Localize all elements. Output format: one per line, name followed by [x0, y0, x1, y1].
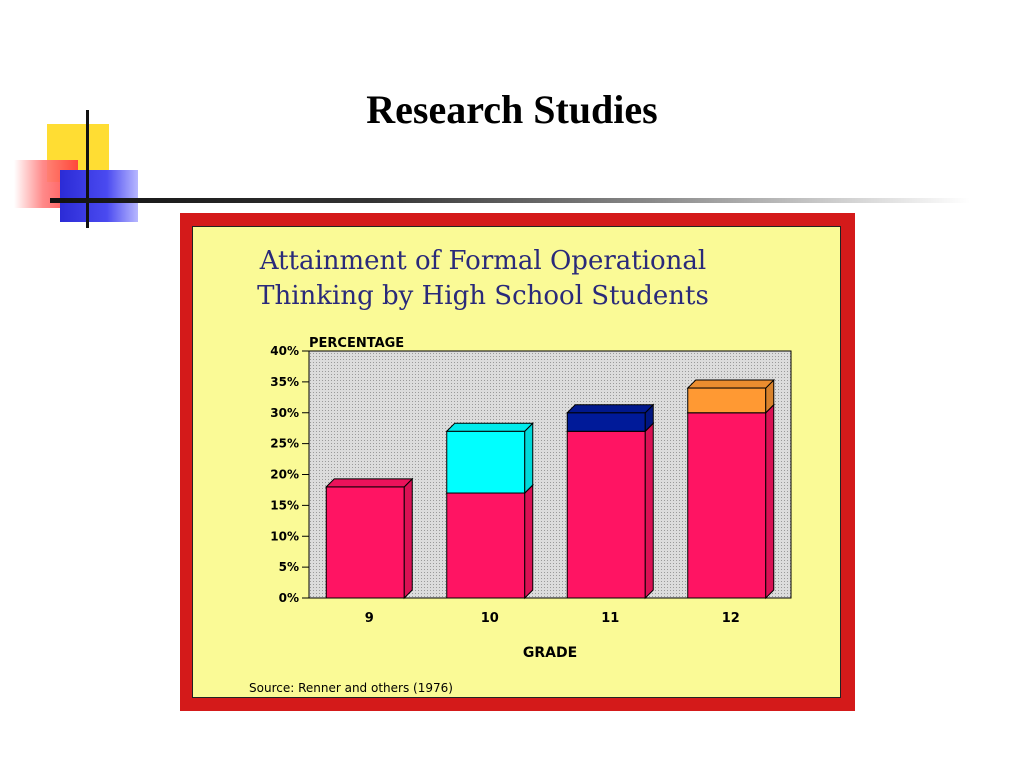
bar-12-top	[686, 379, 775, 389]
x-tick-label: 12	[722, 611, 740, 626]
bar-11-side	[644, 422, 654, 600]
decor-vertical-line	[86, 110, 89, 228]
bar-12-segment	[687, 387, 767, 414]
y-tick-label: 20%	[270, 468, 299, 482]
bar-chart: Attainment of Formal Operational Thinkin…	[249, 246, 792, 695]
y-tick-label: 15%	[270, 498, 299, 512]
x-tick-label: 11	[601, 611, 619, 626]
decor-blue-square	[60, 170, 138, 222]
bar-10-top	[445, 422, 534, 432]
slide-title: Research Studies	[366, 87, 658, 132]
bar-10-side	[524, 483, 534, 600]
chart-source: Source: Renner and others (1976)	[249, 681, 453, 695]
x-tick-label: 10	[481, 611, 499, 626]
bar-10-side	[524, 422, 534, 495]
chart-title-line-1: Attainment of Formal Operational	[259, 246, 707, 276]
title-underline	[50, 198, 970, 203]
y-tick-label: 10%	[270, 529, 299, 543]
y-axis-label: PERCENTAGE	[309, 336, 404, 351]
bar-10-segment	[446, 492, 526, 599]
bar-9-segment	[325, 486, 405, 599]
y-tick-label: 35%	[270, 375, 299, 389]
bar-12-side	[765, 403, 775, 600]
x-tick-label: 9	[365, 611, 374, 626]
y-tick-label: 25%	[270, 437, 299, 451]
y-tick-label: 30%	[270, 406, 299, 420]
bar-11-segment	[566, 412, 646, 432]
y-tick-label: 40%	[270, 344, 299, 358]
chart-title-line-2: Thinking by High School Students	[257, 281, 709, 311]
bar-11-segment	[566, 430, 646, 599]
chart-panel: Attainment of Formal Operational Thinkin…	[192, 226, 841, 698]
bar-9-top	[325, 478, 414, 488]
bar-11-top	[566, 404, 655, 414]
bar-10-segment	[446, 430, 526, 494]
y-tick-label: 5%	[279, 560, 299, 574]
chart-frame: Attainment of Formal Operational Thinkin…	[180, 213, 855, 711]
y-tick-label: 0%	[279, 591, 299, 605]
bar-9-side	[403, 477, 413, 600]
bar-12-segment	[687, 412, 767, 599]
x-axis-label: GRADE	[523, 645, 577, 661]
